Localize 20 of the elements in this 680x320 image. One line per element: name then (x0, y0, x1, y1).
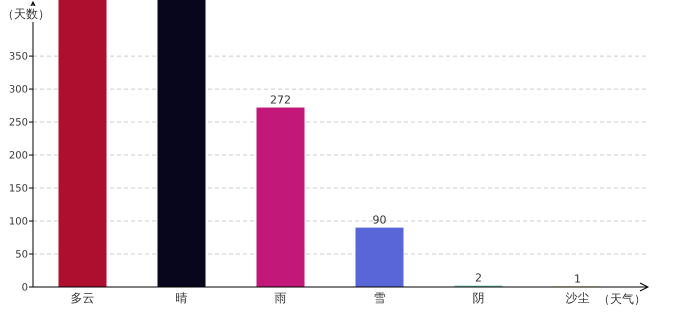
y-tick-label: 150 (8, 184, 28, 195)
x-tick-label: 多云 (70, 291, 94, 305)
data-label: 90 (372, 214, 386, 227)
x-tick-label: 晴 (176, 291, 188, 305)
x-tick-label: 沙尘 (566, 291, 590, 305)
x-tick-label: 雨 (274, 291, 286, 305)
x-tick-label: 雪 (374, 291, 386, 305)
y-tick-label: 200 (8, 150, 28, 162)
y-tick-label: 0 (22, 282, 28, 294)
y-tick-label: 300 (8, 84, 28, 96)
data-label: 1 (574, 272, 581, 286)
y-tick-label: 100 (8, 216, 28, 228)
data-label: 272 (270, 94, 291, 107)
y-tick-label: 350 (8, 52, 28, 63)
x-tick-label: 阴 (472, 291, 484, 305)
y-tick-label: 50 (15, 250, 28, 261)
x-axis-title: （天气） (598, 292, 646, 306)
y-tick-label: 250 (8, 118, 28, 129)
y-axis-title: （天数） (2, 7, 50, 21)
data-label: 2 (475, 272, 482, 285)
